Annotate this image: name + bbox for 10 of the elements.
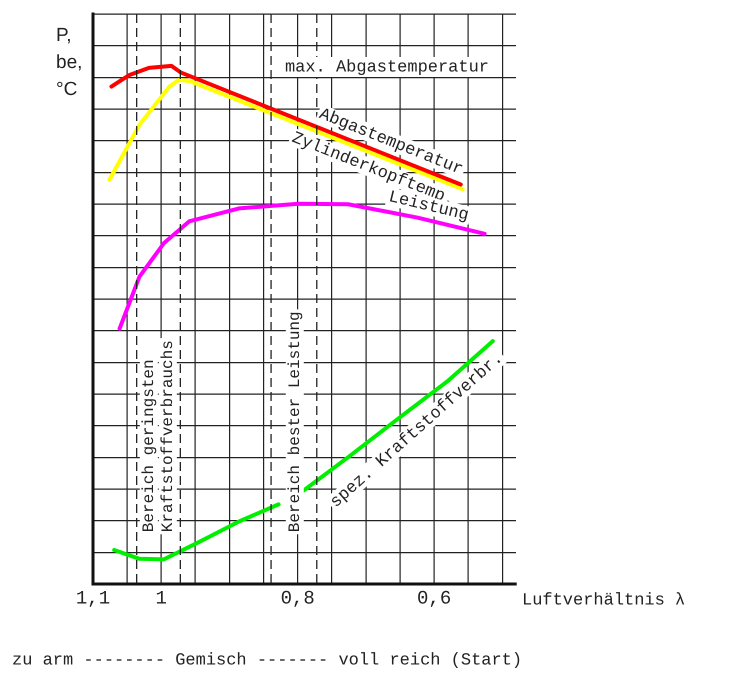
x-tick-label: 1,1 [76, 588, 110, 610]
text: zu arm -------- Gemisch ------- voll reich (Start) [12, 652, 522, 670]
x-axis-title: Luftverhältnis λ [522, 592, 686, 611]
y-axis-title: P, be, °C [56, 25, 82, 100]
ref-line-label: Bereich geringsten Kraftstoffverbrauchs [140, 340, 178, 532]
x-tick-label: 0,8 [280, 588, 315, 610]
ref-line-label: Bereich bester Leistung [286, 311, 304, 532]
x-tick-label: 1 [156, 588, 167, 610]
x-tick-label: 0,6 [417, 588, 452, 610]
annotation: max. Abgastemperatur [284, 58, 489, 78]
